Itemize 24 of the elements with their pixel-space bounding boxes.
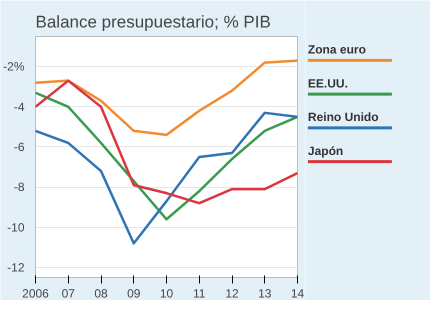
series-label: Reino Unido xyxy=(308,110,379,124)
x-tick-label: 14 xyxy=(290,286,304,300)
chart-title: Balance presupuestario; % PIB xyxy=(36,12,271,32)
x-tick-label: 2006 xyxy=(22,286,50,300)
y-tick-label: -12 xyxy=(7,260,25,274)
x-tick-label: 07 xyxy=(62,286,76,300)
series-label: Zona euro xyxy=(308,42,366,57)
x-tick-label: 10 xyxy=(160,286,174,300)
text: EE.UU. xyxy=(308,76,348,90)
y-tick-label: -8 xyxy=(14,180,25,194)
x-tick-label: 09 xyxy=(127,286,141,300)
x-tick-label: 12 xyxy=(225,286,239,300)
x-tick-label: 08 xyxy=(94,286,108,300)
y-tick-label: -4 xyxy=(14,100,25,114)
line-series xyxy=(36,112,298,245)
y-tick-label: -10 xyxy=(7,220,25,234)
line-series xyxy=(36,91,298,221)
x-tick-label: 13 xyxy=(258,286,272,300)
y-tick-label: -6 xyxy=(14,140,25,154)
series-label: Japón xyxy=(308,144,344,158)
line-series xyxy=(36,59,298,136)
line-series xyxy=(36,79,298,204)
x-tick-label: 11 xyxy=(193,286,206,300)
y-tick-label: -2% xyxy=(3,60,25,74)
